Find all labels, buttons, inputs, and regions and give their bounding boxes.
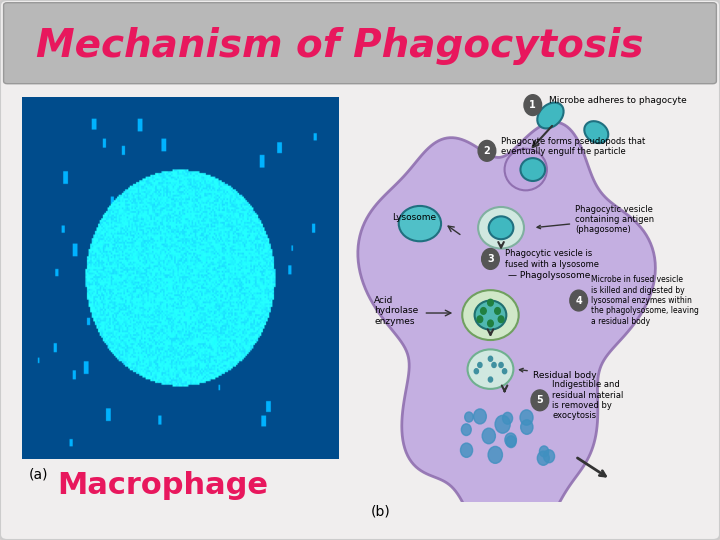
Ellipse shape [462,290,518,340]
Circle shape [488,377,492,382]
Circle shape [474,409,486,424]
Ellipse shape [474,301,506,329]
Circle shape [495,308,500,314]
Text: Phagocyte forms pseudopods that
eventually engulf the particle: Phagocyte forms pseudopods that eventual… [501,137,645,157]
Ellipse shape [537,103,564,129]
Ellipse shape [505,148,547,190]
Circle shape [506,436,516,448]
Circle shape [478,140,496,161]
Circle shape [482,428,495,444]
Text: Mechanism of Phagocytosis: Mechanism of Phagocytosis [36,27,644,65]
Ellipse shape [399,206,441,241]
Circle shape [461,443,472,457]
Text: 2: 2 [484,146,490,156]
Text: (a): (a) [29,467,48,481]
Circle shape [499,362,503,368]
Text: Phagocytic vesicle
containing antigen
(phagosome): Phagocytic vesicle containing antigen (p… [537,205,654,234]
Circle shape [503,369,507,374]
Text: Indigestible and
residual material
is removed by
exocytosis: Indigestible and residual material is re… [552,380,624,421]
Ellipse shape [521,158,545,181]
Circle shape [474,369,479,374]
Ellipse shape [467,349,513,389]
Circle shape [544,450,554,463]
Ellipse shape [585,121,608,143]
Circle shape [520,410,533,425]
Circle shape [477,316,482,322]
PathPatch shape [358,122,655,540]
Ellipse shape [489,217,513,239]
Text: — Phagolysosome: — Phagolysosome [508,271,590,280]
Circle shape [539,446,549,457]
Circle shape [482,248,499,269]
Circle shape [492,362,496,368]
Circle shape [480,308,486,314]
Circle shape [464,412,473,422]
Text: Lysosome: Lysosome [392,213,436,222]
Text: 5: 5 [536,395,543,406]
Ellipse shape [478,207,524,248]
Text: 4: 4 [575,295,582,306]
Circle shape [488,447,503,463]
Text: 1: 1 [529,100,536,110]
Circle shape [487,299,493,306]
Text: 3: 3 [487,254,494,264]
Text: (b): (b) [371,505,390,519]
Text: Acid
hydrolase
enzymes: Acid hydrolase enzymes [374,296,418,326]
Circle shape [495,415,510,433]
Circle shape [521,420,533,434]
Circle shape [524,94,541,116]
Text: Phagocytic vesicle is
fused with a lysosome: Phagocytic vesicle is fused with a lysos… [505,249,598,269]
Circle shape [498,316,504,322]
FancyBboxPatch shape [4,3,716,84]
Text: Microbe adheres to phagocyte: Microbe adheres to phagocyte [549,97,686,105]
Text: Residual body: Residual body [519,368,596,380]
Circle shape [488,356,492,361]
Text: Microbe in fused vesicle
is killed and digested by
lysosomal enzymes within
the : Microbe in fused vesicle is killed and d… [591,275,699,326]
Circle shape [505,433,516,447]
Text: Macrophage: Macrophage [58,471,269,501]
Circle shape [531,390,549,411]
Circle shape [570,290,588,311]
Circle shape [503,413,513,424]
Circle shape [478,362,482,368]
Circle shape [537,451,549,465]
Circle shape [487,320,493,327]
Circle shape [462,424,472,435]
